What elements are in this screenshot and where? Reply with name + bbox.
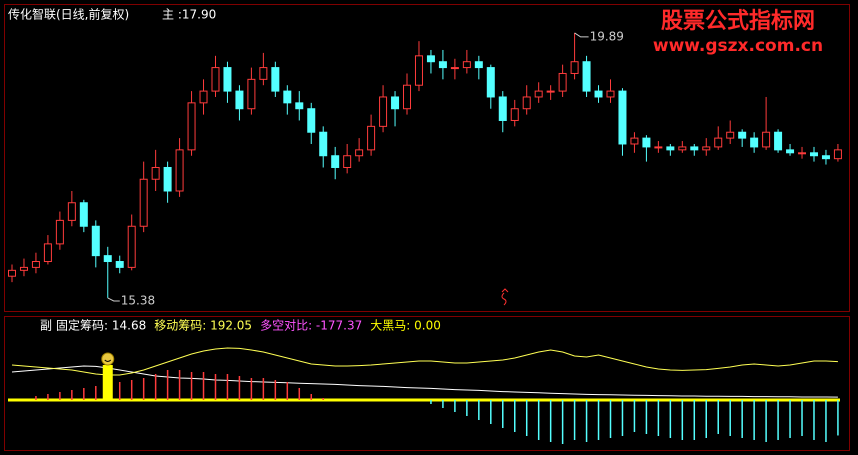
- legend-entry: 移动筹码: 192.05: [154, 319, 252, 333]
- candle-body: [786, 149, 795, 154]
- signal-marker: [501, 288, 509, 306]
- annotation-leader: [107, 297, 120, 302]
- candle-body: [762, 131, 771, 148]
- candle-body: [31, 261, 40, 268]
- candle-body: [738, 131, 747, 139]
- candle-body: [426, 55, 435, 63]
- candle-body: [438, 61, 447, 69]
- candle-body: [319, 131, 328, 157]
- candle-body: [498, 96, 507, 121]
- candle-body: [726, 131, 735, 139]
- candle-body: [271, 67, 280, 92]
- candle-body: [103, 255, 112, 263]
- candle-body: [774, 131, 783, 151]
- candle-body: [115, 261, 124, 268]
- candle-body: [151, 166, 160, 180]
- candle-body: [606, 90, 615, 98]
- legend-entry: 固定筹码: 14.68: [56, 318, 146, 333]
- candle-body: [594, 90, 603, 98]
- watermark-title: 股票公式指标网: [661, 8, 815, 34]
- low-annotation: 15.38: [121, 293, 155, 307]
- candle-body: [235, 90, 244, 110]
- candle-body: [714, 137, 723, 148]
- candle-body: [809, 152, 818, 157]
- candle-body: [79, 202, 88, 227]
- candle-body: [582, 61, 591, 92]
- candle-body: [55, 219, 64, 245]
- candle-body: [211, 67, 220, 92]
- candle-body: [486, 67, 495, 98]
- candle-body: [67, 202, 76, 221]
- legend-entry: 多空对比: -177.37: [260, 319, 362, 333]
- candle-body: [223, 67, 232, 92]
- candle-body: [522, 96, 531, 110]
- candle-body: [391, 96, 400, 110]
- candle-body: [19, 266, 28, 271]
- chart-title: 传化智联(日线,前复权): [8, 7, 129, 22]
- candle-body: [798, 152, 807, 155]
- candle-body: [630, 137, 639, 145]
- candle-body: [187, 102, 196, 151]
- candle-body: [666, 146, 675, 151]
- candle-body: [295, 102, 304, 110]
- candle-body: [343, 155, 352, 168]
- candle-body: [833, 149, 842, 160]
- sub-title: 副: [40, 319, 52, 333]
- indicator-line: [11, 365, 838, 398]
- candle-body: [474, 61, 483, 69]
- candle-body: [546, 90, 555, 93]
- high-annotation: 19.89: [590, 29, 624, 43]
- candle-body: [283, 90, 292, 104]
- candle-body: [462, 61, 471, 69]
- sub-panel-frame: [4, 316, 850, 451]
- candle-body: [355, 149, 364, 157]
- legend-entry: 大黑马: 0.00: [370, 319, 441, 333]
- candle-body: [127, 225, 136, 268]
- candle-body: [702, 146, 711, 151]
- candle-body: [175, 149, 184, 192]
- candle-body: [654, 146, 663, 149]
- smiley-face: [101, 352, 115, 366]
- candle-body: [750, 137, 759, 148]
- candle-body: [510, 108, 519, 121]
- candle-body: [247, 78, 256, 110]
- candle-body: [450, 67, 459, 70]
- candle-body: [678, 146, 687, 151]
- candle-body: [367, 125, 376, 151]
- candle-body: [331, 155, 340, 168]
- candle-body: [558, 72, 567, 92]
- main-value: 主 :17.90: [162, 8, 216, 22]
- candle-body: [307, 108, 316, 133]
- candle-body: [379, 96, 388, 127]
- candle-body: [821, 155, 830, 160]
- signal-bar: [102, 365, 113, 400]
- indicator-line: [11, 347, 838, 376]
- main-panel-frame: [4, 4, 850, 312]
- candle-body: [199, 90, 208, 104]
- candle-body: [690, 146, 699, 151]
- candle-body: [618, 90, 627, 145]
- candle-body: [414, 55, 423, 86]
- annotation-leader: [574, 32, 589, 38]
- candle-body: [91, 225, 100, 257]
- smiley-mouth: [104, 359, 112, 362]
- candle-body: [163, 166, 172, 192]
- candle-body: [139, 178, 148, 227]
- candle-body: [534, 90, 543, 98]
- candle-body: [403, 84, 412, 110]
- watermark-url: www.gszx.com.cn: [653, 36, 823, 56]
- candle-body: [43, 243, 52, 263]
- candle-body: [8, 269, 16, 277]
- candle-body: [259, 67, 268, 80]
- candle-body: [570, 61, 579, 74]
- candle-body: [642, 137, 651, 148]
